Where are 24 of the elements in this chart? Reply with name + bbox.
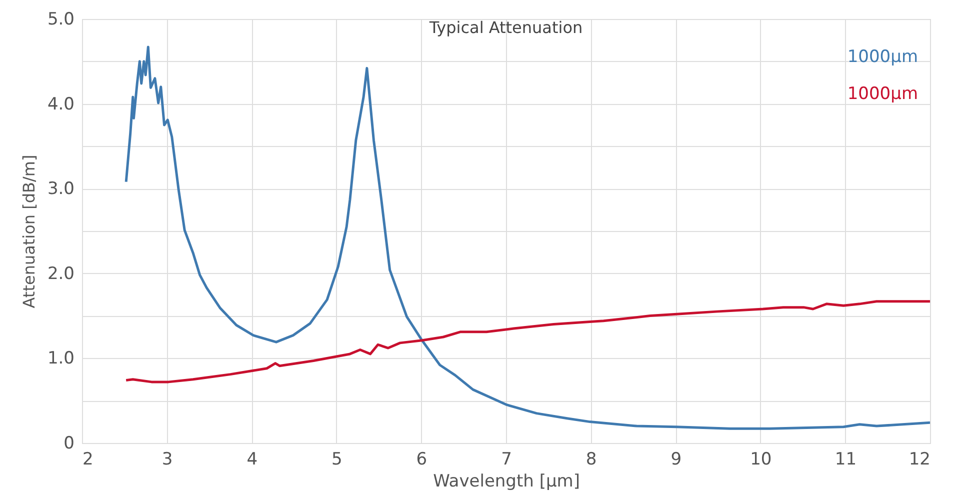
x-axis-title: Wavelength [µm] [433,472,580,492]
x-tick-label: 8 [586,450,597,470]
x-tick-label: 4 [246,450,258,470]
line-series [124,300,930,384]
chart-title: Typical Attenuation [428,18,583,37]
y-tick-label: 4.0 [47,94,74,114]
x-tick-label: 7 [501,450,512,470]
x-tick-label: 3 [162,450,173,470]
text: 1000µm [847,84,918,104]
y-tick-label: 0 [64,434,74,454]
x-tick-label: 11 [834,450,857,470]
y-tick-label: 5.0 [47,10,74,30]
x-tick-label: 10 [750,450,772,470]
y-axis-title: Attenuation [dB/m] [19,154,38,308]
text: 1000µm [847,47,918,67]
x-tick-label: 6 [416,450,428,470]
line-series [124,46,930,430]
x-tick-label: 12 [908,450,930,470]
x-tick-label: 2 [82,450,94,470]
y-tick-label: 1.0 [47,348,74,369]
x-tick-label: 5 [331,450,342,470]
x-tick-label: 9 [670,450,682,470]
y-tick-label: 2.0 [47,264,74,284]
y-tick-label: 3.0 [47,179,74,200]
